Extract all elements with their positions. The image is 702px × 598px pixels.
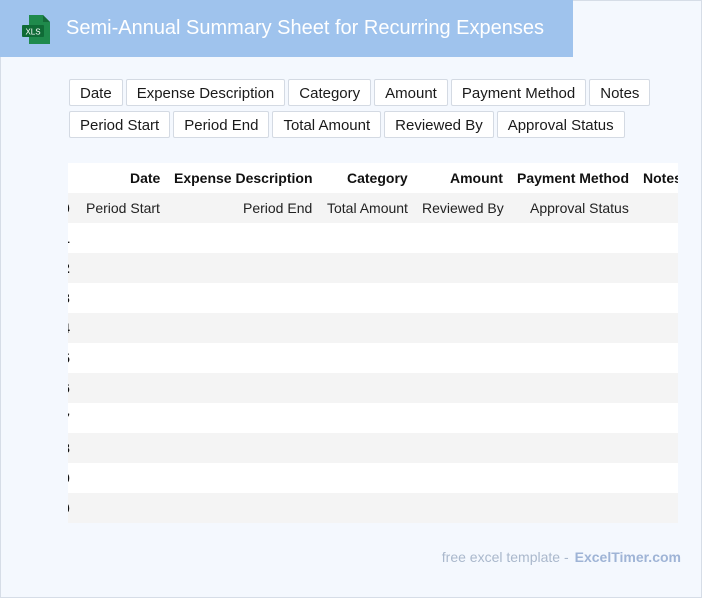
cell-approval-status[interactable]: Approval Status	[530, 200, 629, 216]
column-header-notes[interactable]: Notes	[643, 170, 678, 186]
column-header-date[interactable]: Date	[130, 170, 161, 186]
row-index: 0	[68, 200, 70, 216]
row-index: 8	[68, 440, 70, 456]
field-chip-row-1: Date Expense Description Category Amount Pay…	[69, 79, 651, 106]
field-chip[interactable]: Approval Status	[496, 111, 625, 138]
table-row[interactable]: 7	[68, 403, 678, 433]
row-index: 3	[68, 290, 70, 306]
field-chip[interactable]: Reviewed By	[384, 111, 494, 138]
field-chip[interactable]: Total Amount	[272, 111, 382, 138]
xls-icon-label: XLS	[25, 28, 40, 37]
row-index: 6	[68, 380, 70, 396]
footer-brand-link[interactable]: ExcelTimer.com	[574, 549, 681, 565]
table-header: Date Expense Description Category Amount…	[68, 163, 678, 193]
cell-period-end[interactable]: Period End	[243, 200, 313, 216]
column-header-payment-method[interactable]: Payment Method	[517, 170, 630, 186]
footer-credit: free excel template - ExcelTimer.com	[442, 549, 681, 565]
table-row[interactable]: 4	[68, 313, 678, 343]
field-chip[interactable]: Notes	[589, 79, 651, 106]
row-index: 2	[68, 260, 70, 276]
field-chip[interactable]: Period Start	[69, 111, 171, 138]
field-chip[interactable]: Period End	[173, 111, 270, 138]
footer-text: free excel template -	[441, 549, 569, 565]
field-chip[interactable]: Payment Method	[450, 79, 587, 106]
column-header-expense-description[interactable]: Expense Description	[174, 170, 313, 186]
row-index: 5	[68, 350, 70, 366]
row-index: 4	[68, 320, 70, 336]
field-chip[interactable]: Date	[69, 79, 123, 106]
cell-total-amount[interactable]: Total Amount	[327, 200, 408, 216]
table-row[interactable]: 0 Period Start Period End Total Amount R…	[68, 193, 678, 223]
title-banner: XLS Semi-Annual Summary Sheet for Recurr…	[0, 0, 573, 57]
row-index: 7	[68, 410, 70, 426]
table-row[interactable]: 5	[68, 343, 678, 373]
xls-file-icon: XLS	[22, 15, 50, 44]
field-chip[interactable]: Amount	[374, 79, 448, 106]
table-row[interactable]: 0	[68, 493, 678, 523]
row-index: 1	[68, 230, 70, 246]
cell-period-start[interactable]: Period Start	[86, 200, 160, 216]
table-row[interactable]: 2	[68, 253, 678, 283]
column-header-amount[interactable]: Amount	[450, 170, 503, 186]
table-row[interactable]: 6	[68, 373, 678, 403]
field-chip[interactable]: Category	[288, 79, 372, 106]
row-index: 9	[68, 470, 70, 486]
column-header-category[interactable]: Category	[347, 170, 408, 186]
table-row[interactable]: 1	[68, 223, 678, 253]
cell-reviewed-by[interactable]: Reviewed By	[422, 200, 504, 216]
table-row[interactable]: 3	[68, 283, 678, 313]
row-index: 0	[68, 500, 70, 516]
table-row[interactable]: 9	[68, 463, 678, 493]
field-chip-row-2: Period Start Period End Total Amount Review…	[69, 111, 625, 138]
page-title: Semi-Annual Summary Sheet for Recurring …	[66, 17, 544, 39]
data-table: Date Expense Description Category Amount…	[68, 163, 678, 523]
table-row[interactable]: 8	[68, 433, 678, 463]
field-chip[interactable]: Expense Description	[125, 79, 286, 106]
